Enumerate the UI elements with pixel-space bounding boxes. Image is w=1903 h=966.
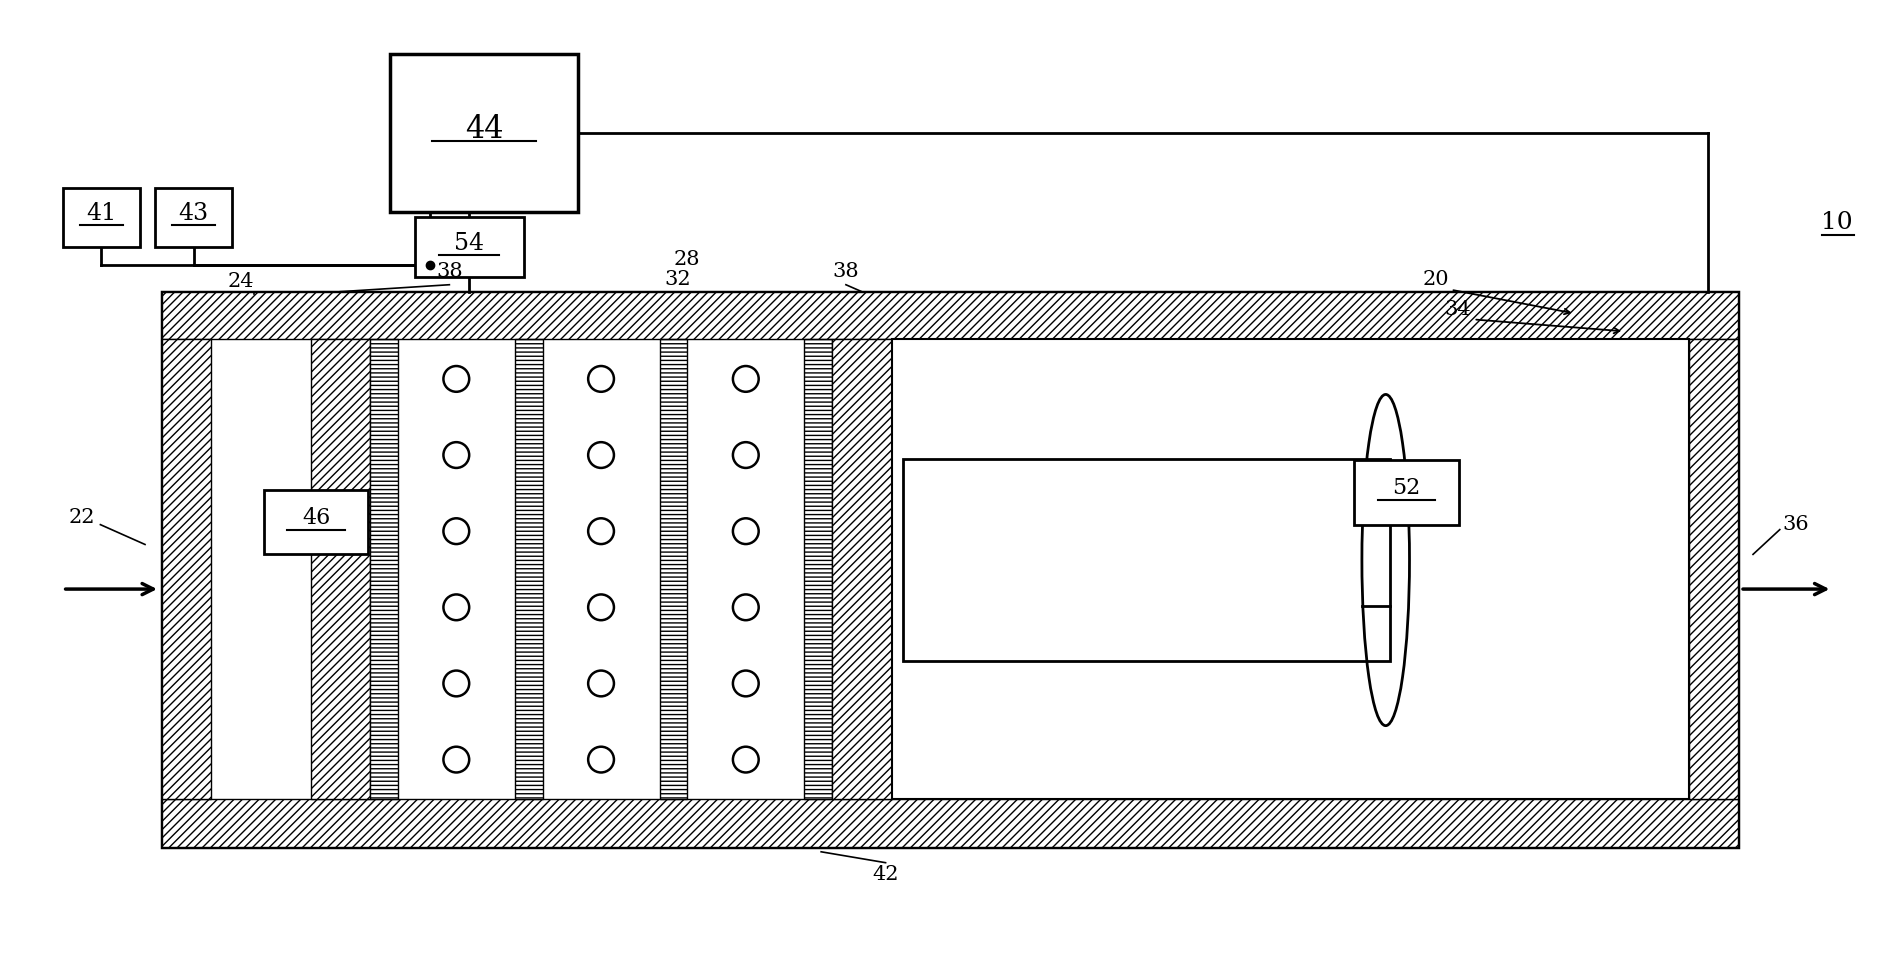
Text: 34: 34 — [1444, 300, 1471, 319]
Bar — [162, 292, 1737, 339]
Bar — [832, 339, 891, 799]
Text: 43: 43 — [179, 202, 209, 225]
Text: 22: 22 — [69, 508, 95, 527]
Bar — [369, 339, 398, 799]
Text: 38: 38 — [834, 263, 860, 281]
Bar — [1355, 460, 1458, 525]
Text: 32: 32 — [664, 270, 691, 289]
Text: 20: 20 — [1422, 270, 1448, 289]
Bar — [265, 490, 367, 554]
Bar — [154, 187, 232, 247]
Text: 24: 24 — [228, 272, 255, 292]
Bar — [660, 339, 687, 799]
Text: 28: 28 — [674, 250, 700, 270]
Bar — [805, 339, 832, 799]
Bar — [162, 292, 1737, 847]
Text: 41: 41 — [86, 202, 116, 225]
Text: 36: 36 — [1783, 515, 1810, 534]
Text: 42: 42 — [872, 866, 898, 884]
Bar — [63, 187, 141, 247]
Bar — [891, 339, 1688, 799]
Bar — [310, 339, 369, 799]
Text: 38: 38 — [436, 263, 462, 281]
Text: 46: 46 — [303, 507, 329, 529]
Bar — [162, 339, 211, 799]
Bar — [1688, 339, 1737, 799]
Bar — [904, 459, 1389, 662]
Text: 10: 10 — [1821, 211, 1854, 234]
Text: 54: 54 — [455, 232, 483, 255]
Text: 52: 52 — [1393, 477, 1422, 499]
Bar — [390, 54, 579, 213]
Bar — [162, 799, 1737, 847]
Bar — [415, 217, 523, 277]
Bar — [516, 339, 542, 799]
Text: 44: 44 — [464, 114, 502, 145]
